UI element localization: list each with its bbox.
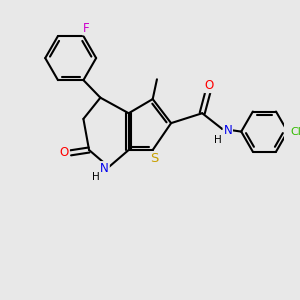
Text: Cl: Cl — [291, 127, 300, 136]
Text: O: O — [60, 146, 69, 159]
Text: S: S — [151, 152, 159, 165]
Text: H: H — [214, 134, 222, 145]
Text: N: N — [224, 124, 232, 137]
Text: F: F — [83, 22, 90, 34]
Text: H: H — [92, 172, 100, 182]
Text: N: N — [100, 162, 109, 175]
Text: O: O — [205, 79, 214, 92]
